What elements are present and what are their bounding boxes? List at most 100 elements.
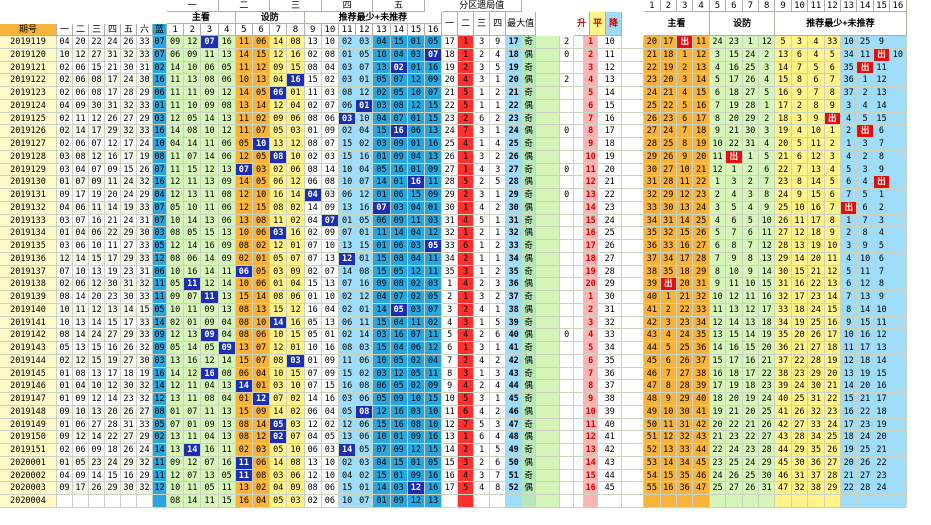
right-cell: 43 <box>775 431 792 444</box>
position-cell: 08 <box>184 125 202 138</box>
position-cell: 02 <box>390 61 408 75</box>
position-cell: 06 <box>253 456 271 470</box>
parity-cell: 偶 <box>522 354 537 368</box>
position-cell: 07 <box>425 87 443 100</box>
right-cell: 25 <box>660 138 677 151</box>
right-cell: 出 <box>857 61 874 75</box>
position-cell: 11 <box>218 265 236 279</box>
max-cell: 17 <box>506 36 523 49</box>
red-ball: 33 <box>137 329 153 342</box>
right-cell: 18 <box>775 112 792 126</box>
right-cell: 36 <box>775 342 792 355</box>
right-cell: 28 <box>677 380 694 393</box>
position-cell: 03 <box>390 201 408 215</box>
red-ball: 33 <box>137 201 153 215</box>
right-cell: 25 <box>824 431 841 444</box>
red-ball: 12 <box>73 354 89 368</box>
right-cell: 7 <box>824 201 841 215</box>
red-ball: 33 <box>137 36 153 49</box>
position-cell: 10 <box>373 48 391 62</box>
parity-cell: 偶 <box>522 278 537 291</box>
right-cell: 47 <box>693 482 710 495</box>
red-ball: 14 <box>89 469 105 483</box>
right-cell <box>890 329 907 342</box>
right-cell: 34 <box>660 252 677 266</box>
spacer <box>622 74 645 87</box>
trend-cell: 7 <box>584 112 599 126</box>
red-ball: 02 <box>57 444 73 457</box>
trend-value: 14 <box>598 87 623 100</box>
position-cell: 12 <box>356 189 374 202</box>
red-ball: 29 <box>105 125 121 138</box>
right-sub-main: 主看 <box>644 12 710 36</box>
position-cell: 06 <box>339 99 357 113</box>
flag-cell <box>560 291 575 304</box>
spacer <box>574 405 585 419</box>
position-cell: 14 <box>253 418 271 432</box>
position-cell: 10 <box>287 380 305 393</box>
red-ball: 27 <box>89 418 105 432</box>
trend-value: 28 <box>598 265 623 279</box>
spacer <box>622 418 645 432</box>
right-cell: 21 <box>644 48 661 62</box>
right-cell: 18 <box>709 393 727 406</box>
position-cell: 14 <box>184 444 202 457</box>
position-cell: 09 <box>218 176 236 189</box>
right-cell: 10 <box>841 329 858 342</box>
position-cell: 06 <box>356 418 374 432</box>
red-ball: 29 <box>121 456 137 470</box>
right-cell: 9 <box>759 201 776 215</box>
right-cell: 18 <box>677 265 694 279</box>
right-cell: 23 <box>660 112 677 126</box>
trend-value: 18 <box>598 138 623 151</box>
position-cell: 07 <box>407 329 425 342</box>
zone-cell: 5 <box>474 418 491 432</box>
position-cell: 05 <box>390 303 408 317</box>
parity-cell: 偶 <box>522 176 537 189</box>
right-cell: 15 <box>742 342 759 355</box>
position-cell: 05 <box>253 150 271 164</box>
red-ball: 32 <box>137 393 153 406</box>
right-cell <box>677 495 694 508</box>
spacer <box>622 189 645 202</box>
red-ball <box>105 495 121 508</box>
right-cell: 4 <box>873 227 891 240</box>
right-cell: 17 <box>677 252 694 266</box>
right-cell: 16 <box>791 278 809 291</box>
position-cell: 11 <box>407 214 425 228</box>
right-cell: 23 <box>791 367 809 381</box>
right-cell: 出 <box>660 278 677 291</box>
right-cell <box>890 367 907 381</box>
position-cell: 04 <box>253 367 271 381</box>
position-cell: 02 <box>253 482 271 495</box>
red-ball <box>57 495 73 508</box>
red-ball: 14 <box>105 393 121 406</box>
right-cell: 10 <box>808 125 825 138</box>
position-cell: 12 <box>339 418 357 432</box>
red-ball: 26 <box>121 36 137 49</box>
red-ball: 31 <box>105 48 121 62</box>
spacer <box>622 431 645 444</box>
position-cell: 12 <box>304 469 322 483</box>
red-ball: 29 <box>137 189 153 202</box>
position-cell: 11 <box>201 405 219 419</box>
trend-cell: 12 <box>584 431 599 444</box>
right-cell: 10 <box>660 405 677 419</box>
position-cell: 13 <box>235 99 253 113</box>
red-ball: 09 <box>73 469 89 483</box>
right-cell: 20 <box>660 74 677 87</box>
spacer <box>622 99 645 113</box>
position-cell: 16 <box>390 405 408 419</box>
right-cell: 39 <box>644 278 661 291</box>
red-ball: 31 <box>121 278 137 291</box>
right-cell: 26 <box>857 456 874 470</box>
position-cell: 11 <box>167 163 185 177</box>
parity-cell: 偶 <box>522 431 537 444</box>
right-cell: 5 <box>660 342 677 355</box>
right-cell: 25 <box>742 61 759 75</box>
spacer <box>536 316 561 330</box>
zone-cell: 4 <box>474 354 491 368</box>
right-cell: 3 <box>857 138 874 151</box>
right-col-header: 2 <box>660 0 677 12</box>
position-cell: 12 <box>407 444 425 457</box>
